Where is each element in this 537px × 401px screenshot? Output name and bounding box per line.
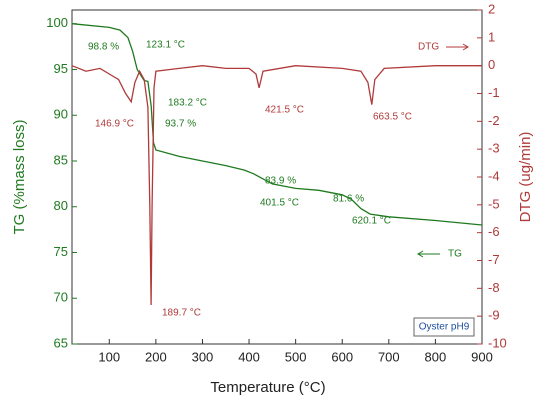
y2-tick-label: 0	[488, 57, 495, 72]
y2-tick-label: -2	[488, 113, 500, 128]
legend-arrow	[446, 43, 469, 51]
annotation: 663.5 °C	[373, 112, 412, 123]
annotation: 421.5 °C	[265, 105, 304, 116]
annotation: 401.5 °C	[260, 198, 299, 209]
y2-tick-label: 1	[488, 29, 495, 44]
y-tick-label: 100	[46, 15, 68, 30]
annotation: 83.9 %	[265, 176, 296, 187]
y-tick-label: 85	[54, 152, 68, 167]
sample-label: Oyster pH9	[419, 322, 470, 333]
x-tick-label: 600	[331, 349, 353, 364]
x-tick-label: 900	[471, 349, 493, 364]
y-tick-label: 80	[54, 198, 68, 213]
y2-tick-label: 2	[488, 1, 495, 16]
y-tick-label: 65	[54, 335, 68, 350]
x-tick-label: 400	[238, 349, 260, 364]
annotation: 98.8 %	[88, 42, 119, 53]
x-tick-label: 700	[378, 349, 400, 364]
y2-tick-label: -3	[488, 141, 500, 156]
y2-tick-label: -9	[488, 308, 500, 323]
x-tick-label: 200	[145, 349, 167, 364]
series-line	[71, 65, 482, 306]
y2-tick-label: -7	[488, 252, 500, 267]
y2-tick-label: -4	[488, 168, 500, 183]
y2-tick-label: -8	[488, 280, 500, 295]
annotation: 189.7 °C	[162, 308, 201, 319]
annotation: 183.2 °C	[168, 98, 207, 109]
legend-arrow	[417, 250, 440, 258]
annotation: 123.1 °C	[146, 40, 185, 51]
series-line	[71, 23, 483, 226]
annotation: 93.7 %	[165, 119, 196, 130]
legend-label: TG	[448, 249, 462, 260]
y2-tick-label: -5	[488, 196, 500, 211]
annotation: 146.9 °C	[95, 119, 134, 130]
y-tick-label: 75	[54, 244, 68, 259]
y-axis-label: TG (%mass loss)	[11, 119, 28, 234]
y2-tick-label: -6	[488, 224, 500, 239]
x-axis-label: Temperature (°C)	[210, 379, 325, 396]
x-tick-label: 800	[425, 349, 447, 364]
y2-tick-label: -10	[488, 335, 507, 350]
x-tick-label: 500	[285, 349, 307, 364]
x-tick-label: 300	[192, 349, 214, 364]
sample-box	[413, 317, 475, 337]
annotation: 81.6 %	[333, 194, 364, 205]
y-tick-label: 70	[54, 290, 68, 305]
y-tick-label: 95	[54, 61, 68, 76]
legend-label: DTG	[418, 42, 439, 53]
y2-axis-label: DTG (ug/min)	[517, 132, 534, 223]
x-tick-label: 100	[98, 349, 120, 364]
y-tick-label: 90	[54, 107, 68, 122]
annotation: 620.1 °C	[352, 216, 391, 227]
y2-tick-label: -1	[488, 85, 500, 100]
